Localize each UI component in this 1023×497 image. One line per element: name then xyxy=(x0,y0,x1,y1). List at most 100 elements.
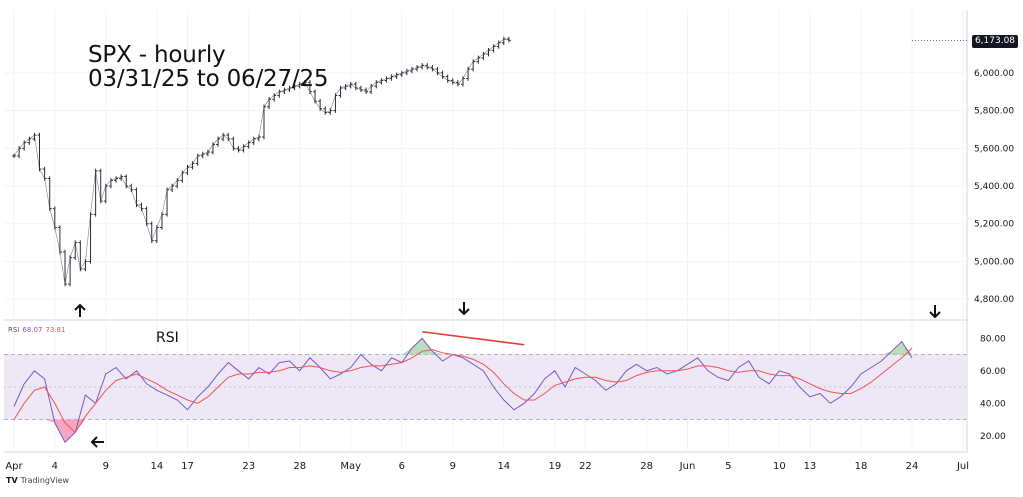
price-bar xyxy=(328,108,333,115)
price-bar xyxy=(165,187,170,217)
price-bar xyxy=(318,98,323,111)
x-tick-label: 14 xyxy=(497,461,510,472)
arrow-head xyxy=(90,436,98,448)
price-bar xyxy=(445,74,450,83)
rsi-oversold-arrow-icon xyxy=(90,436,104,448)
price-bar xyxy=(139,202,144,211)
rsi-overbought-fill xyxy=(411,338,423,355)
x-tick-label: 18 xyxy=(855,461,868,472)
rsi-legend-label: RSI xyxy=(8,326,20,334)
chart-subtitle: 03/31/25 to 06/27/25 xyxy=(88,66,329,92)
rsi-tick-label: 20.00 xyxy=(980,432,1006,442)
x-tick-label: 28 xyxy=(293,461,306,472)
price-bar xyxy=(63,249,68,287)
rsi-tick-label: 80.00 xyxy=(980,334,1006,344)
price-tick-label: 4,800.00 xyxy=(974,295,1014,305)
price-bar xyxy=(389,74,394,81)
x-tick-label: 14 xyxy=(150,461,163,472)
rsi-line xyxy=(13,337,913,444)
x-tick-label: Jun xyxy=(679,461,696,472)
price-bar xyxy=(404,68,409,76)
price-bar xyxy=(506,36,511,43)
rsi-recent-peak-arrow-icon xyxy=(929,305,941,319)
rsi-overbought-fill xyxy=(891,341,902,355)
x-tick-label: 24 xyxy=(906,461,919,472)
price-tick-label: 5,400.00 xyxy=(974,182,1014,192)
price-bar xyxy=(353,81,358,91)
price-bar xyxy=(415,64,420,72)
arrow-head xyxy=(458,308,470,316)
price-bar xyxy=(394,72,399,79)
last-price-badge: 6,173.08 xyxy=(972,35,1018,48)
rsi-layer xyxy=(13,337,913,444)
x-tick-label: 23 xyxy=(242,461,255,472)
rsi-ma-line xyxy=(13,347,913,434)
x-tick-label: Jul xyxy=(956,461,969,472)
price-bar xyxy=(88,212,93,264)
price-bar xyxy=(455,80,460,87)
price-bar xyxy=(460,76,465,87)
arrow-head xyxy=(929,311,941,319)
rsi-oversold-fill xyxy=(44,419,55,423)
price-bar xyxy=(471,59,476,72)
price-bar xyxy=(226,132,231,142)
price-bar xyxy=(374,80,379,89)
price-bar xyxy=(358,85,363,93)
rsi-overbought-fill xyxy=(401,348,412,355)
x-tick-label: 4 xyxy=(52,461,58,472)
price-bar xyxy=(251,136,256,145)
price-bar xyxy=(93,168,98,217)
price-line xyxy=(13,38,509,285)
rsi-band-layer xyxy=(4,354,967,420)
arrow-head xyxy=(74,303,86,311)
price-bar xyxy=(343,83,348,91)
price-bar xyxy=(409,66,414,74)
price-bar xyxy=(190,161,195,170)
price-bar xyxy=(68,255,73,287)
price-tick-label: 5,000.00 xyxy=(974,257,1014,267)
price-bar xyxy=(420,63,425,70)
price-bar xyxy=(170,183,175,193)
rsi-tick-label: 60.00 xyxy=(980,367,1006,377)
x-tick-label: 5 xyxy=(725,461,731,472)
x-tick-label: Apr xyxy=(5,461,23,472)
price-tick-label: 5,600.00 xyxy=(974,144,1014,154)
price-bar xyxy=(450,78,455,85)
x-tick-label: 19 xyxy=(548,461,561,472)
x-tick-label: 28 xyxy=(640,461,653,472)
price-bar xyxy=(379,78,384,85)
tradingview-logo: TV xyxy=(6,476,18,485)
x-tick-label: 13 xyxy=(804,461,817,472)
price-bar xyxy=(47,176,52,211)
annotation-layer xyxy=(74,302,941,448)
rsi-tick-label: 40.00 xyxy=(980,399,1006,409)
rsi-legend: RSI 68.07 73.81 xyxy=(8,326,65,334)
rsi-ma-legend-value: 73.81 xyxy=(45,326,66,334)
rsi-divergence-line xyxy=(422,330,525,346)
x-tick-label: 10 xyxy=(773,461,786,472)
x-tick-label: 6 xyxy=(399,461,405,472)
price-bar xyxy=(267,97,272,110)
tradingview-label: TradingView xyxy=(20,476,69,485)
price-bar xyxy=(119,174,124,181)
price-bar xyxy=(98,168,103,204)
price-bar xyxy=(175,178,180,189)
x-tick-label: 22 xyxy=(579,461,592,472)
price-bar xyxy=(37,132,42,172)
x-tick-label: 9 xyxy=(450,461,456,472)
price-bar xyxy=(333,93,338,113)
rsi-legend-value: 68.07 xyxy=(22,326,43,334)
price-bar xyxy=(425,63,430,70)
price-layer xyxy=(12,36,967,287)
price-bar xyxy=(384,76,389,83)
price-tick-label: 5,800.00 xyxy=(974,107,1014,117)
tradingview-brand: TV TradingView xyxy=(6,476,69,485)
price-bar xyxy=(57,225,62,255)
price-bar xyxy=(200,151,205,159)
price-bar xyxy=(114,176,119,183)
price-bar xyxy=(205,149,210,157)
price-bar xyxy=(52,206,57,230)
x-tick-label: 9 xyxy=(103,461,109,472)
